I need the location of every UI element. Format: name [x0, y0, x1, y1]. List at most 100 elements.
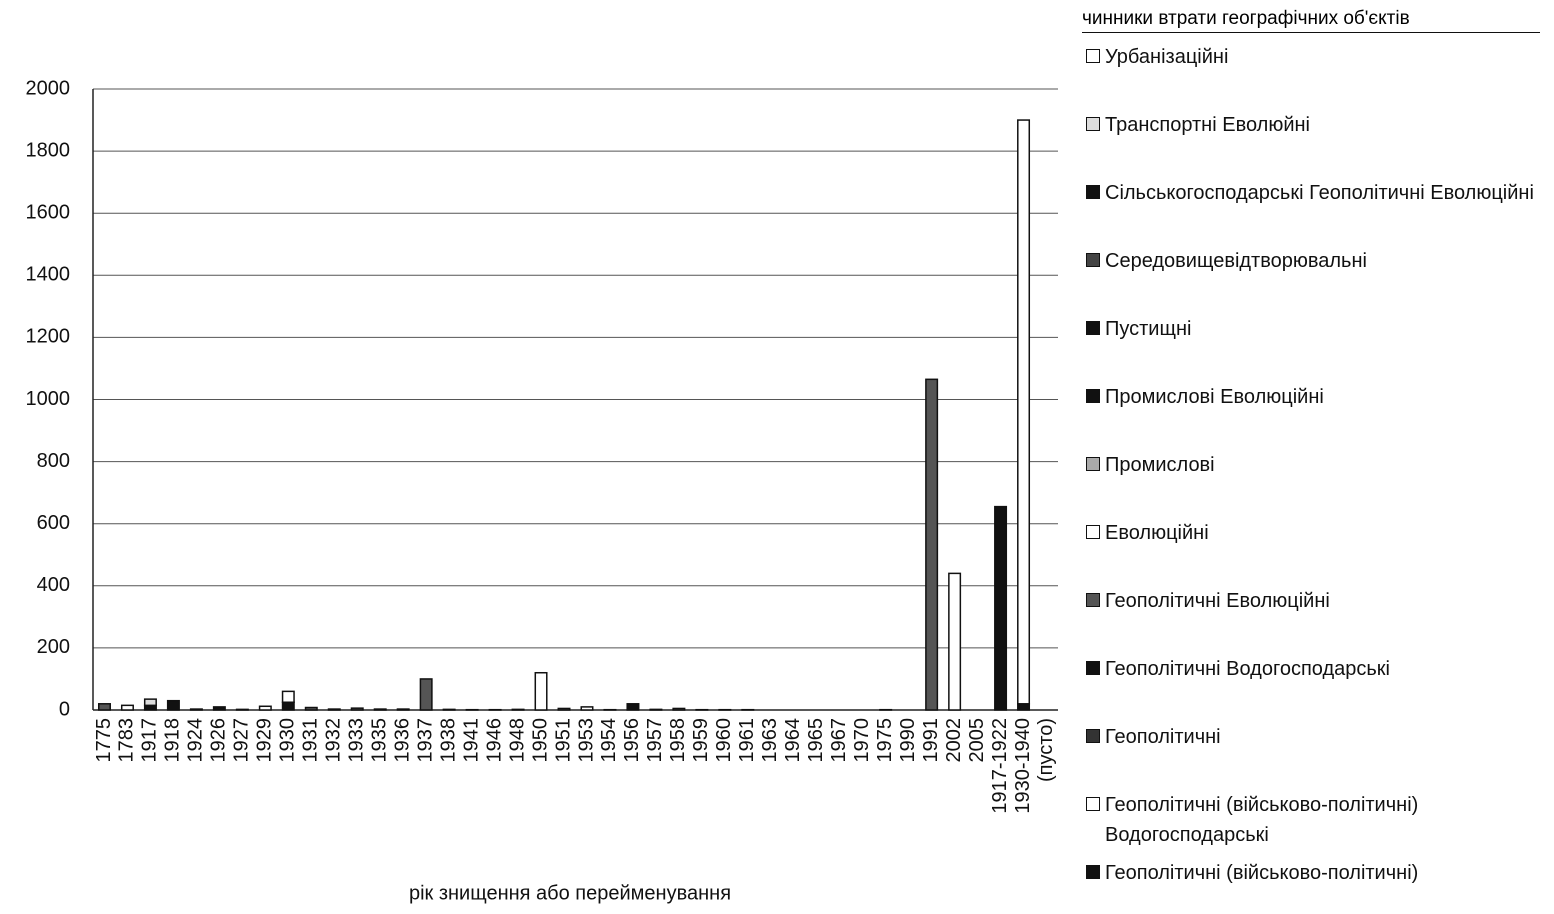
x-tick-label: 1917-1922: [989, 718, 1011, 814]
x-tick-label: 1948: [506, 718, 528, 763]
y-tick-label: 1200: [26, 326, 71, 348]
legend-item: Геополітичні (військово-політичні): [1086, 858, 1546, 888]
bar: [419, 678, 433, 711]
legend-swatch: [1086, 253, 1100, 267]
x-tick-label: 1990: [897, 718, 919, 763]
legend-label: Геополітичні Еволюційні: [1105, 590, 1330, 612]
x-tick-label: 1929: [254, 718, 276, 763]
legend-label: Геополітичні Водогосподарські: [1105, 658, 1390, 680]
legend-swatch: [1086, 797, 1100, 811]
bar: [304, 706, 318, 711]
x-tick-label: 1936: [391, 718, 413, 763]
legend-item: Урбанізаційні: [1086, 42, 1546, 72]
legend-swatch: [1086, 865, 1100, 879]
legend-item: Транспортні Еволюйні: [1086, 110, 1546, 140]
legend-item: Геополітичні: [1086, 722, 1546, 752]
y-tick-label: 400: [37, 574, 70, 596]
x-tick-label: 1946: [483, 718, 505, 763]
bar: [396, 708, 410, 711]
bar: [258, 705, 272, 711]
x-tick-label: 1959: [690, 718, 712, 763]
x-tick-label: 1964: [782, 718, 804, 763]
legend-swatch: [1086, 661, 1100, 675]
bar: [534, 671, 548, 711]
bar: [626, 703, 640, 711]
x-tick-label: 1918: [162, 718, 184, 763]
legend-item: Промислові Еволюційні: [1086, 382, 1546, 412]
legend-label: Геополітичні (військово-політичні) Водог…: [1105, 794, 1419, 846]
x-tick-label: 1930: [277, 718, 299, 763]
legend-label: Еволюційні: [1105, 522, 1209, 544]
x-tick-label: 1927: [231, 718, 253, 763]
y-tick-label: 1800: [26, 139, 71, 161]
bar: [350, 707, 364, 711]
bar: [1017, 119, 1031, 705]
legend-swatch: [1086, 593, 1100, 607]
x-tick-label: 1938: [437, 718, 459, 763]
x-tick-label: 1963: [759, 718, 781, 763]
x-tick-label: 1941: [460, 718, 482, 763]
x-tick-label: 1917: [139, 718, 161, 763]
x-tick-label: 1775: [93, 718, 115, 763]
bar: [511, 708, 525, 711]
x-tick-label: 1954: [598, 718, 620, 763]
legend-swatch: [1086, 525, 1100, 539]
legend-swatch: [1086, 117, 1100, 131]
bar: [120, 704, 134, 711]
legend-item: Геополітичні Водогосподарські: [1086, 654, 1546, 684]
bar: [649, 708, 663, 711]
x-tick-label: 1956: [621, 718, 643, 763]
legend-label: Пустищні: [1105, 318, 1192, 340]
legend-item: Геополітичні (військово-політичні) Водог…: [1086, 790, 1546, 850]
x-tick-label: 1958: [667, 718, 689, 763]
x-tick-label: 1975: [874, 718, 896, 763]
x-tick-label: 1926: [208, 718, 230, 763]
x-tick-label: 1783: [116, 718, 138, 763]
bar: [281, 690, 295, 703]
x-tick-label: 1970: [851, 718, 873, 763]
bar: [994, 505, 1008, 711]
legend-label: Сільськогосподарські Геополітичні Еволюц…: [1105, 182, 1534, 204]
legend-item: Геополітичні Еволюційні: [1086, 586, 1546, 616]
bar: [212, 706, 226, 711]
x-axis-title: рік знищення або перейменування: [409, 882, 731, 904]
legend-label: Середовищевідтворювальні: [1105, 250, 1367, 272]
x-tick-label: 1937: [414, 718, 436, 763]
legend-item: Еволюційні: [1086, 518, 1546, 548]
y-tick-label: 1000: [26, 388, 71, 410]
legend-label: Геополітичні (військово-політичні): [1105, 862, 1419, 884]
legend-swatch: [1086, 49, 1100, 63]
x-tick-label: 1931: [300, 718, 322, 763]
x-tick-label: 1961: [736, 718, 758, 763]
legend-title: чинники втрати географічних об'єктів: [1082, 8, 1540, 33]
legend-swatch: [1086, 185, 1100, 199]
x-tick-label: 1957: [644, 718, 666, 763]
legend-label: Транспортні Еволюйні: [1105, 114, 1310, 136]
x-tick-label: 1953: [575, 718, 597, 763]
x-tick-label: 2002: [943, 718, 965, 763]
bar: [97, 703, 111, 711]
bar: [327, 708, 341, 711]
x-tick-label: 1951: [552, 718, 574, 763]
y-tick-label: 200: [37, 636, 70, 658]
x-tick-label: 1935: [368, 718, 390, 763]
legend-label: Промислові: [1105, 454, 1215, 476]
x-tick-label: 1950: [529, 718, 551, 763]
legend-swatch: [1086, 457, 1100, 471]
bar: [166, 699, 180, 711]
bar: [672, 707, 686, 711]
legend-swatch: [1086, 729, 1100, 743]
x-tick-label: 1932: [323, 718, 345, 763]
x-tick-label: 1960: [713, 718, 735, 763]
y-tick-label: 2000: [26, 77, 71, 99]
x-tick-label: (пусто): [1035, 718, 1057, 782]
legend-label: Геополітичні: [1105, 726, 1221, 748]
legend-swatch: [1086, 321, 1100, 335]
legend-item: Пустищні: [1086, 314, 1546, 344]
y-tick-label: 600: [37, 512, 70, 534]
y-tick-label: 800: [37, 450, 70, 472]
y-tick-label: 1400: [26, 264, 71, 286]
bar: [373, 708, 387, 711]
bar: [281, 701, 295, 711]
